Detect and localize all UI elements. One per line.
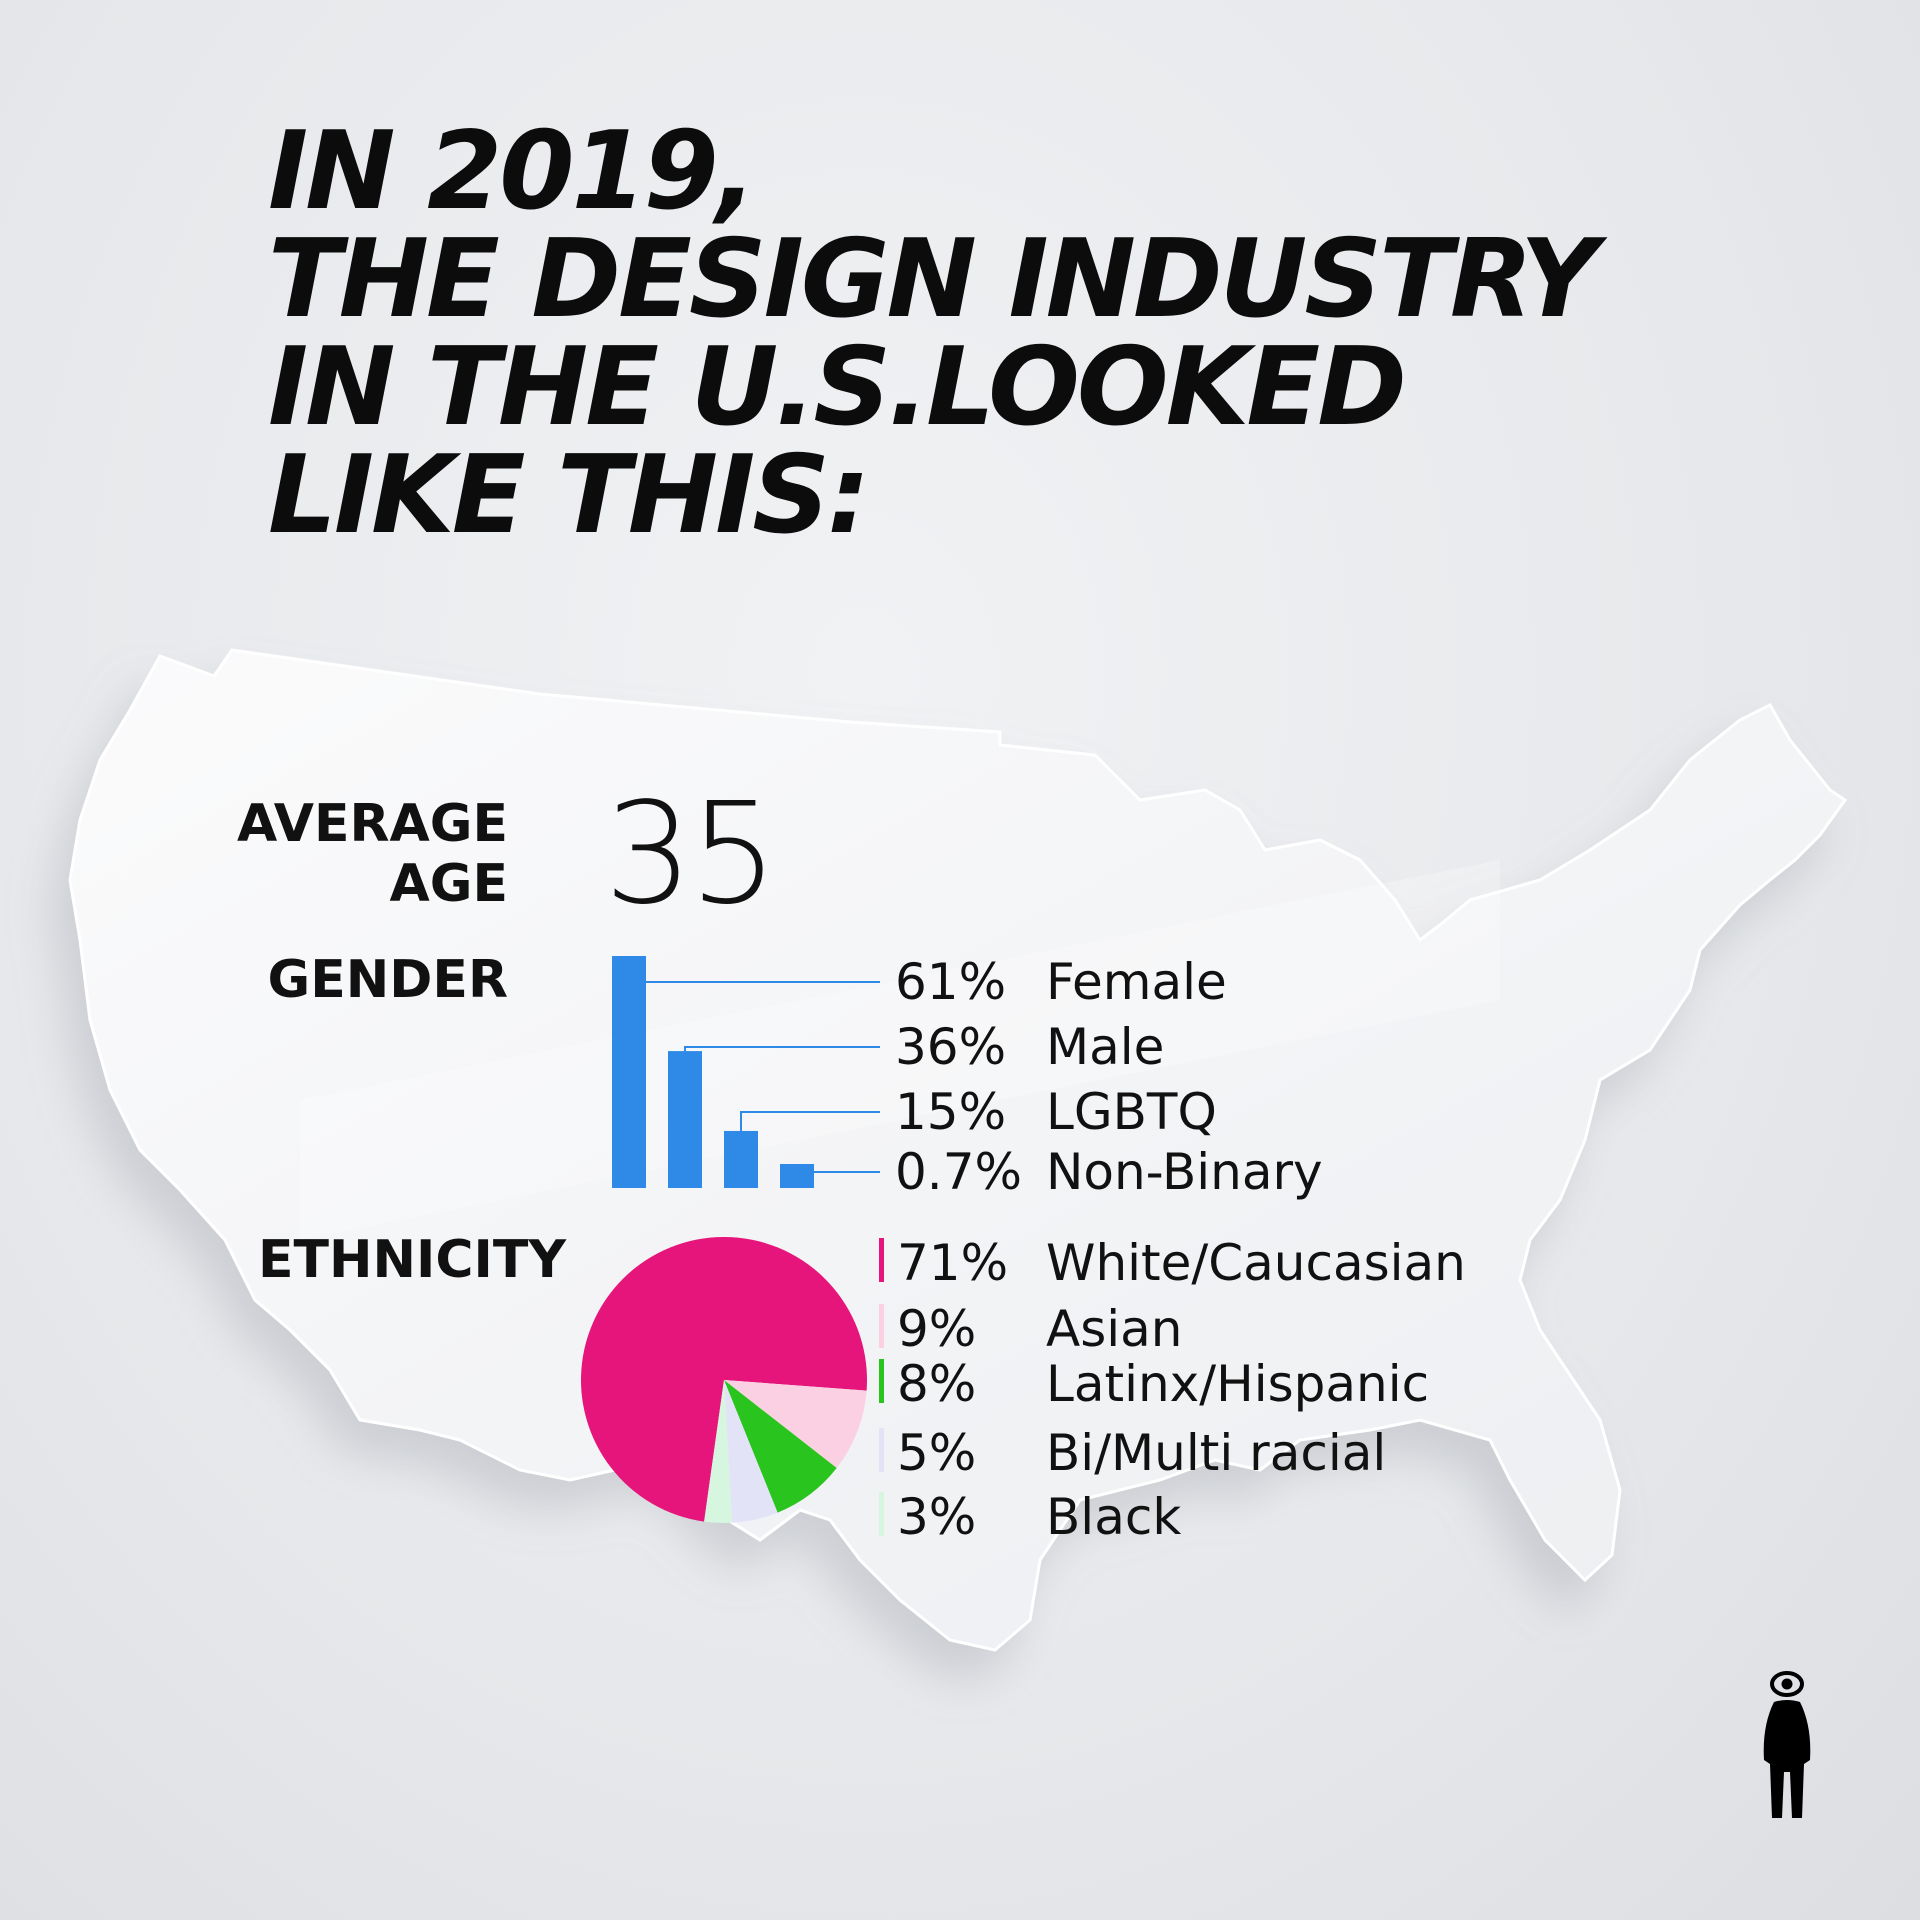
average-label-line-1: AVERAGE: [237, 794, 508, 854]
legend-label-white-caucasian: White/Caucasian: [1046, 1234, 1466, 1292]
bar-label-non-binary: Non-Binary: [1046, 1143, 1323, 1201]
legend-value-asian: 9%: [897, 1300, 976, 1358]
eye-person-logo-icon: [1763, 1671, 1811, 1818]
legend-value-bi-multi-racial: 5%: [897, 1424, 976, 1482]
headline-line-2: THE DESIGN INDUSTRY: [268, 217, 1598, 342]
average-age-value: 35: [604, 773, 778, 936]
bar-leader-male: [684, 1046, 880, 1052]
legend-swatch-black: [879, 1492, 884, 1536]
bar-value-non-binary: 0.7%: [895, 1143, 1022, 1201]
bar-non-binary: [780, 1164, 814, 1188]
headline: IN 2019, THE DESIGN INDUSTRY IN THE U.S.…: [268, 109, 1598, 558]
headline-line-3: IN THE U.S.LOOKED: [268, 325, 1407, 450]
bar-value-female: 61%: [895, 953, 1006, 1011]
pie-slice-asian: [724, 1380, 867, 1468]
legend-label-latinx-hispanic: Latinx/Hispanic: [1046, 1355, 1429, 1413]
legend-swatch-bi-multi-racial: [879, 1428, 884, 1472]
legend-swatch-latinx-hispanic: [879, 1359, 884, 1403]
average-label-line-2: AGE: [389, 854, 508, 914]
pie-slice-bi-multi-racial: [724, 1380, 778, 1523]
legend-swatch-asian: [879, 1304, 884, 1348]
gender-label: GENDER: [267, 950, 508, 1010]
bar-label-male: Male: [1046, 1018, 1164, 1076]
pie-slice-black: [704, 1380, 733, 1524]
pie-slice-latinx-hispanic: [724, 1380, 837, 1513]
average-age-label: AVERAGE AGE: [237, 794, 508, 914]
bar-female: [612, 956, 646, 1188]
legend-label-asian: Asian: [1046, 1300, 1182, 1358]
legend-swatch-white-caucasian: [879, 1238, 884, 1282]
bar-label-female: Female: [1046, 953, 1227, 1011]
bar-male: [668, 1051, 702, 1188]
ethnicity-label: ETHNICITY: [258, 1230, 567, 1290]
legend-label-black: Black: [1046, 1488, 1181, 1546]
bar-leader-lgbtq: [740, 1111, 880, 1131]
headline-line-1: IN 2019,: [268, 109, 757, 234]
legend-label-bi-multi-racial: Bi/Multi racial: [1046, 1424, 1386, 1482]
bar-value-male: 36%: [895, 1018, 1006, 1076]
headline-line-4: LIKE THIS:: [268, 433, 870, 558]
bar-lgbtq: [724, 1130, 758, 1188]
legend-value-black: 3%: [897, 1488, 976, 1546]
bar-label-lgbtq: LGBTQ: [1046, 1083, 1217, 1141]
legend-value-latinx-hispanic: 8%: [897, 1355, 976, 1413]
legend-value-white-caucasian: 71%: [897, 1234, 1008, 1292]
pie-slice-white-caucasian: [580, 1236, 867, 1522]
bar-value-lgbtq: 15%: [895, 1083, 1006, 1141]
